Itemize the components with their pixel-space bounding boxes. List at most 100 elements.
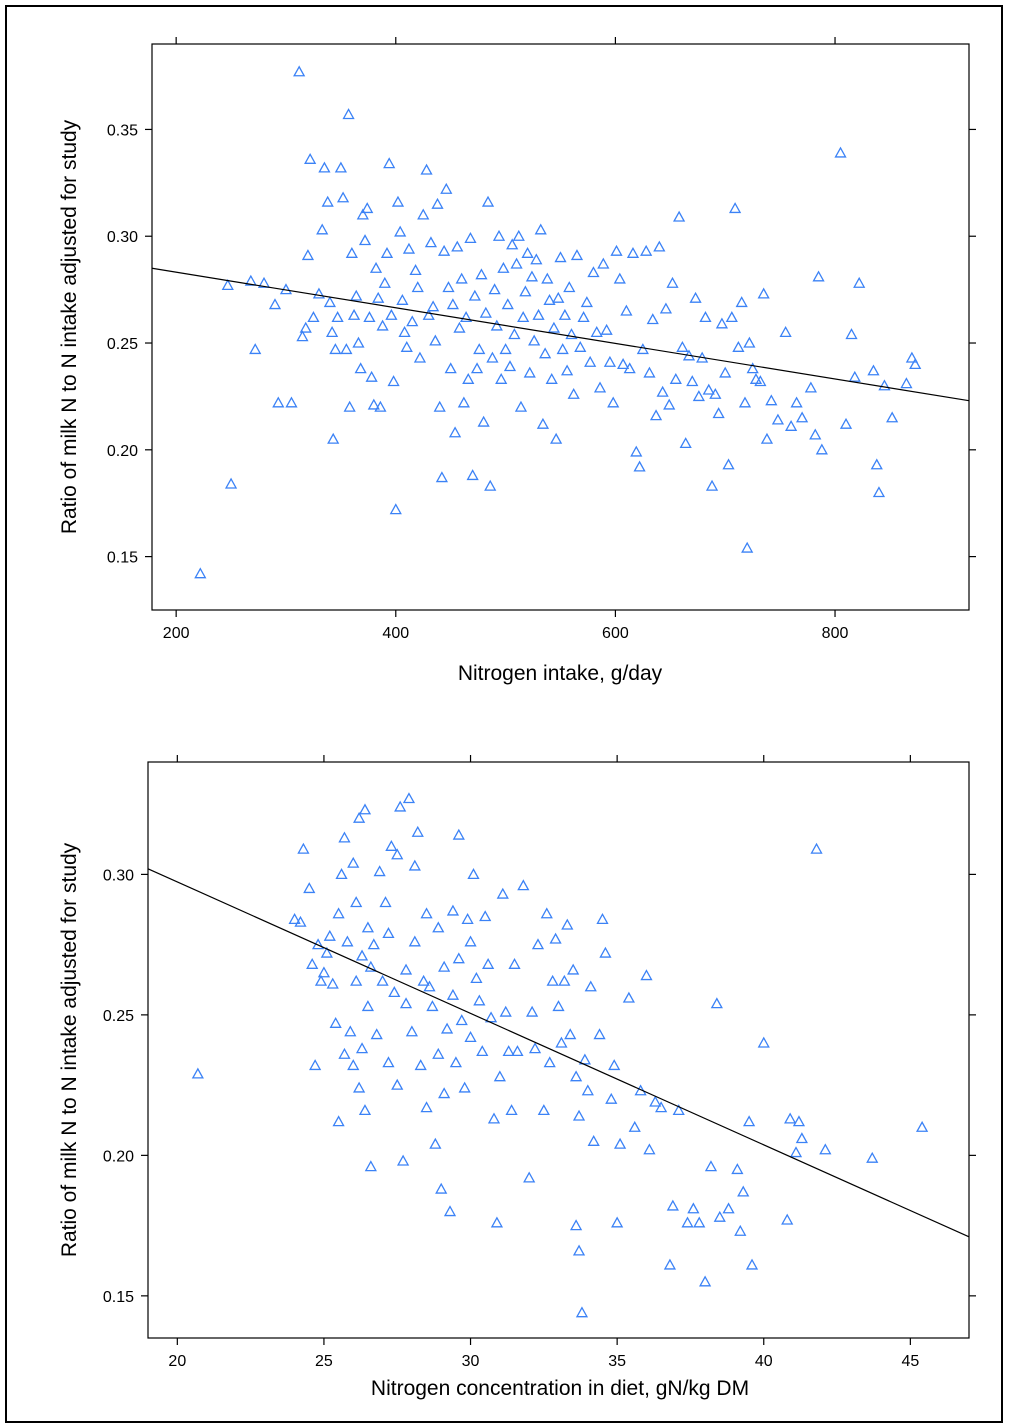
- data-point: [420, 907, 433, 919]
- data-point: [672, 1104, 685, 1116]
- data-point: [643, 366, 656, 378]
- data-point: [525, 270, 539, 282]
- data-point: [331, 311, 344, 323]
- top-y-axis-label: Ratio of milk N to N intake adjusted for…: [58, 119, 81, 534]
- data-point: [191, 1067, 204, 1079]
- data-point: [311, 938, 325, 950]
- top-plot-area: [151, 43, 970, 611]
- data-point: [666, 276, 679, 288]
- data-point: [584, 355, 597, 367]
- data-point: [353, 811, 366, 823]
- data-point: [567, 963, 580, 975]
- data-point: [502, 1045, 515, 1057]
- data-point: [709, 387, 722, 399]
- data-point: [574, 340, 587, 352]
- data-point: [367, 398, 380, 410]
- data-point: [886, 411, 899, 423]
- data-point: [417, 974, 430, 986]
- data-point: [490, 319, 503, 331]
- data-point: [506, 238, 519, 250]
- data-point: [564, 1028, 577, 1040]
- data-point: [473, 994, 486, 1006]
- top-regression-line: [151, 267, 970, 402]
- data-point: [387, 375, 400, 387]
- data-point: [358, 803, 372, 815]
- data-point: [715, 317, 729, 329]
- data-point: [605, 1092, 618, 1104]
- data-point: [408, 859, 421, 871]
- data-point: [815, 443, 828, 455]
- data-point: [446, 298, 459, 310]
- data-point: [376, 319, 389, 331]
- data-point: [347, 856, 360, 868]
- x-tick-label: 400: [382, 625, 409, 642]
- data-point: [681, 1216, 694, 1228]
- data-point: [323, 296, 336, 308]
- data-point: [545, 372, 558, 384]
- data-point: [734, 1224, 747, 1236]
- data-point: [572, 1244, 586, 1256]
- data-point: [746, 362, 759, 374]
- data-point: [443, 1205, 457, 1217]
- data-point: [329, 1016, 342, 1028]
- data-point: [584, 980, 597, 992]
- data-point: [422, 308, 435, 320]
- data-point: [363, 311, 376, 323]
- data-point: [464, 935, 477, 947]
- data-point: [737, 1185, 750, 1197]
- data-point: [528, 1042, 542, 1054]
- data-point: [479, 306, 492, 318]
- data-point: [304, 152, 317, 164]
- data-point: [446, 988, 460, 1000]
- x-tick-label: 30: [462, 1353, 480, 1370]
- bottom-data-points: [191, 792, 929, 1318]
- data-point: [531, 938, 545, 950]
- data-point: [272, 396, 285, 408]
- data-point: [603, 355, 617, 367]
- x-tick-label: 25: [315, 1353, 333, 1370]
- data-point: [342, 108, 355, 120]
- data-point: [452, 952, 465, 964]
- data-point: [451, 240, 464, 252]
- data-point: [600, 323, 613, 335]
- data-point: [399, 997, 413, 1009]
- data-point: [792, 1115, 806, 1127]
- y-tick-label: 0.35: [107, 122, 138, 139]
- data-point: [306, 957, 319, 969]
- data-point: [608, 1059, 621, 1071]
- data-point: [385, 308, 398, 320]
- data-point: [511, 1045, 524, 1057]
- data-point: [556, 343, 569, 355]
- data-point: [536, 417, 550, 429]
- data-point: [722, 1202, 735, 1214]
- data-point: [438, 1087, 451, 1099]
- data-point: [596, 913, 609, 924]
- data-point: [476, 1045, 489, 1057]
- data-point: [484, 479, 497, 491]
- data-point: [532, 308, 545, 320]
- data-point: [457, 396, 470, 408]
- data-point: [224, 477, 238, 489]
- data-point: [569, 1219, 583, 1231]
- x-tick-label: 40: [755, 1353, 773, 1370]
- data-point: [334, 161, 347, 173]
- data-point: [303, 882, 316, 894]
- data-point: [528, 334, 541, 346]
- data-point: [402, 792, 416, 804]
- data-point: [420, 163, 433, 175]
- data-point: [413, 351, 427, 363]
- data-point: [473, 343, 486, 355]
- data-point: [297, 842, 310, 854]
- data-point: [391, 195, 405, 207]
- data-point: [431, 197, 444, 209]
- data-point: [344, 1025, 357, 1037]
- data-point: [479, 910, 492, 922]
- data-point: [444, 362, 457, 374]
- data-point: [804, 381, 817, 393]
- data-point: [656, 385, 669, 397]
- data-point: [640, 969, 653, 981]
- data-point: [628, 1120, 641, 1132]
- data-point: [435, 1182, 448, 1194]
- data-point: [870, 458, 883, 470]
- data-point: [257, 276, 271, 288]
